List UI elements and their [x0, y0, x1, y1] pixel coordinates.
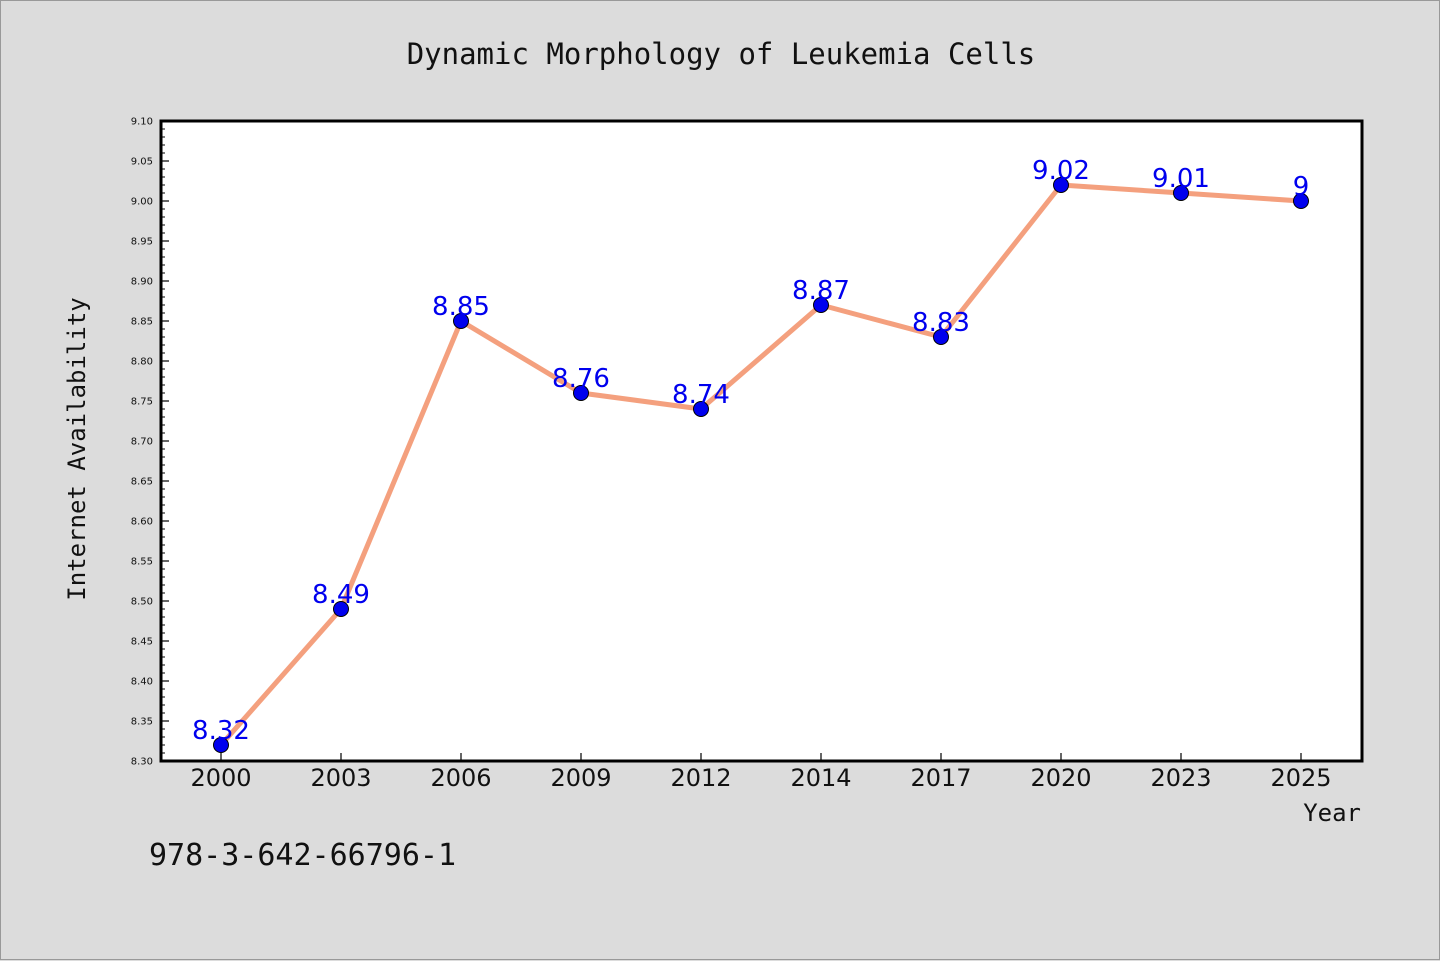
y-tick-label: 8.30	[131, 757, 153, 768]
data-label: 8.74	[672, 380, 730, 410]
x-tick-label: 2000	[190, 764, 251, 792]
y-tick-label: 8.90	[131, 277, 153, 288]
series-line	[219, 182, 1302, 747]
y-tick-label: 9.05	[131, 157, 153, 168]
y-tick-label: 8.75	[131, 397, 153, 408]
data-point-marker	[213, 737, 229, 753]
data-label: 8.83	[912, 308, 970, 338]
x-tick-label: 2023	[1150, 764, 1211, 792]
data-markers	[213, 177, 1309, 753]
y-tick-label: 8.45	[131, 637, 153, 648]
data-point-marker	[933, 329, 949, 345]
y-tick-label: 9.10	[131, 117, 153, 128]
data-point-marker	[453, 313, 469, 329]
x-tick-label: 2025	[1270, 764, 1331, 792]
y-axis-label: Internet Availability	[63, 297, 91, 600]
data-label: 8.32	[192, 716, 250, 746]
y-tick-label: 8.50	[131, 597, 153, 608]
data-label: 9.01	[1152, 164, 1210, 194]
chart-title: Dynamic Morphology of Leukemia Cells	[407, 37, 1036, 71]
data-label: 9	[1293, 172, 1310, 202]
data-point-marker	[1293, 193, 1309, 209]
plot-area	[159, 119, 1364, 763]
data-point-marker	[333, 601, 349, 617]
x-tick-label: 2006	[430, 764, 491, 792]
x-tick-label: 2020	[1030, 764, 1091, 792]
y-tick-label: 8.70	[131, 437, 153, 448]
y-tick-label: 8.60	[131, 517, 153, 528]
y-tick-label: 8.65	[131, 477, 153, 488]
data-label: 8.87	[792, 276, 850, 306]
x-tick-label: 2003	[310, 764, 371, 792]
data-labels: 8.32 8.49 8.85 8.76 8.74 8.87 8.83 9.02 9.01 9	[192, 156, 1309, 746]
data-point-marker	[1173, 185, 1189, 201]
y-axis: 8.30 8.35 8.40 8.45 8.50 8.55 8.60 8.65 8.70 8.75…	[131, 117, 169, 768]
y-tick-label: 8.80	[131, 357, 153, 368]
data-point-marker	[813, 297, 829, 313]
y-tick-label: 8.95	[131, 237, 153, 248]
x-tick-label: 2014	[790, 764, 851, 792]
x-tick-label: 2009	[550, 764, 611, 792]
y-tick-label: 8.55	[131, 557, 153, 568]
isbn-text: 978-3-642-66796-1	[149, 838, 456, 873]
x-axis: 2000 2003 2006 2009 2012 2014 2017 2020 2023 2025	[190, 753, 1332, 792]
data-label: 8.76	[552, 364, 610, 394]
y-tick-label: 8.85	[131, 317, 153, 328]
data-label: 8.85	[432, 292, 490, 322]
x-tick-label: 2017	[910, 764, 971, 792]
y-tick-label: 9.00	[131, 197, 153, 208]
x-axis-label: Year	[1303, 799, 1361, 827]
data-point-marker	[1053, 177, 1069, 193]
data-label: 9.02	[1032, 156, 1090, 186]
y-tick-label: 8.40	[131, 677, 153, 688]
y-tick-label: 8.35	[131, 717, 153, 728]
data-point-marker	[573, 385, 589, 401]
data-point-marker	[693, 401, 709, 417]
data-label: 8.49	[312, 580, 370, 610]
x-tick-label: 2012	[670, 764, 731, 792]
